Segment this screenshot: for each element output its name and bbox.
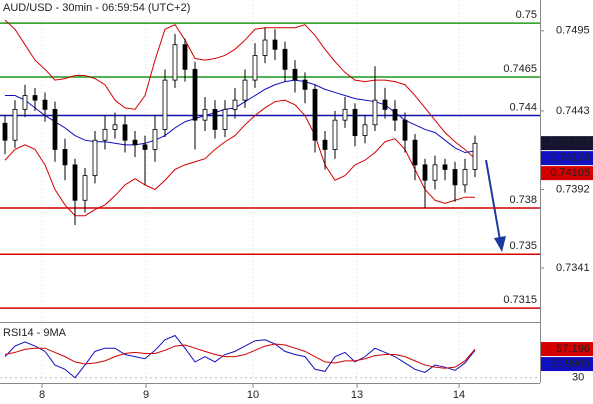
level-label: 0.7315 bbox=[503, 294, 537, 306]
candle-body bbox=[122, 124, 128, 141]
rsi-line bbox=[4, 343, 476, 369]
candle-body bbox=[292, 68, 298, 81]
candle-body bbox=[422, 164, 428, 181]
level-label: 0.75 bbox=[516, 9, 537, 21]
candle-body bbox=[172, 44, 178, 81]
y-tick-label: 0.7392 bbox=[556, 183, 590, 195]
price-box-label: 57.196 bbox=[556, 343, 590, 355]
candle-body bbox=[82, 175, 88, 201]
candle-body bbox=[302, 79, 308, 90]
candle-body bbox=[312, 88, 318, 141]
candle-body bbox=[102, 129, 108, 141]
y-tick-label: 0.7443 bbox=[556, 105, 590, 117]
price-box-label: 0.74221 bbox=[550, 137, 590, 149]
candle-body bbox=[32, 95, 38, 101]
x-tick-label: 8 bbox=[39, 389, 45, 401]
candle-body bbox=[332, 119, 338, 150]
candle-body bbox=[442, 164, 448, 170]
y-tick-label: 0.7341 bbox=[556, 262, 590, 274]
candle-body bbox=[252, 55, 258, 81]
level-label: 0.735 bbox=[509, 240, 537, 252]
candle-body bbox=[62, 149, 68, 166]
price-box bbox=[541, 357, 593, 372]
candle-body bbox=[362, 124, 368, 136]
rsi-tick-label: 30 bbox=[572, 372, 584, 384]
candle-body bbox=[222, 108, 228, 130]
rsi-line bbox=[4, 334, 476, 379]
price-box-label: 0.74105 bbox=[550, 167, 590, 179]
candle-body bbox=[472, 142, 478, 170]
price-box-label: 55.9905 bbox=[550, 358, 590, 370]
candle-body bbox=[392, 108, 398, 121]
x-tick-label: 9 bbox=[143, 389, 149, 401]
candle-body bbox=[412, 139, 418, 166]
price-box bbox=[541, 136, 593, 151]
x-tick-label: 14 bbox=[453, 389, 465, 401]
candle-body bbox=[142, 144, 148, 150]
candle-body bbox=[352, 108, 358, 136]
candle-body bbox=[232, 99, 238, 110]
candle-body bbox=[262, 39, 268, 56]
x-tick-label: 10 bbox=[247, 389, 259, 401]
candle-body bbox=[342, 108, 348, 121]
candle-body bbox=[452, 169, 458, 186]
candle-body bbox=[162, 79, 168, 130]
candle-body bbox=[282, 48, 288, 70]
forecast-arrow bbox=[485, 159, 506, 252]
candle-body bbox=[372, 99, 378, 126]
candle-body bbox=[152, 129, 158, 150]
candle-body bbox=[242, 79, 248, 101]
level-label: 0.7465 bbox=[503, 63, 537, 75]
candle-body bbox=[42, 99, 48, 110]
candle-body bbox=[432, 164, 438, 181]
candle-body bbox=[402, 119, 408, 141]
candle-body bbox=[212, 108, 218, 130]
indicator-line bbox=[4, 19, 476, 160]
chart-title: AUD/USD - 30min - 06:59:54 (UTC+2) bbox=[3, 2, 190, 14]
candle-body bbox=[52, 108, 58, 150]
price-box-label: 0.74174 bbox=[550, 152, 590, 164]
candle-body bbox=[322, 139, 328, 150]
candle-body bbox=[192, 68, 198, 121]
candle-body bbox=[22, 95, 28, 110]
rsi-title: RSI14 - 9MA bbox=[3, 327, 67, 339]
price-box bbox=[541, 342, 593, 357]
candle-body bbox=[92, 139, 98, 177]
price-box bbox=[541, 151, 593, 166]
indicator-line bbox=[4, 99, 475, 217]
price-box bbox=[541, 166, 593, 181]
candle-body bbox=[382, 99, 388, 110]
candle-body bbox=[112, 124, 118, 130]
candle-body bbox=[2, 122, 8, 141]
candle-body bbox=[72, 164, 78, 201]
level-label: 0.738 bbox=[509, 194, 537, 206]
y-tick-label: 0.7495 bbox=[556, 25, 590, 37]
candle-body bbox=[132, 139, 138, 146]
candle-body bbox=[12, 108, 18, 141]
candle-body bbox=[462, 169, 468, 186]
candle-body bbox=[272, 39, 278, 50]
x-tick-label: 13 bbox=[351, 389, 363, 401]
level-label: 0.744 bbox=[509, 101, 537, 113]
candle-body bbox=[202, 108, 208, 121]
candle-body bbox=[182, 44, 188, 70]
